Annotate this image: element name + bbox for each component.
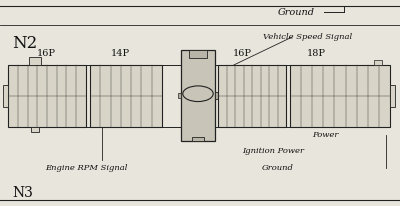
Text: N2: N2: [12, 35, 37, 52]
Text: Ignition Power: Ignition Power: [242, 147, 304, 155]
Bar: [90, 65, 162, 127]
Bar: [178, 93, 181, 98]
Bar: [192, 137, 204, 141]
Text: Engine RPM Signal: Engine RPM Signal: [45, 164, 127, 172]
Bar: [31, 127, 39, 132]
Text: N3: N3: [12, 186, 33, 200]
Bar: [215, 92, 221, 99]
Bar: [218, 65, 286, 127]
Bar: [3, 85, 8, 107]
Text: 16P: 16P: [232, 49, 252, 58]
Bar: [29, 57, 41, 65]
Bar: [290, 65, 390, 127]
Text: Ground: Ground: [262, 164, 294, 172]
Text: 14P: 14P: [110, 49, 130, 58]
Text: Ground: Ground: [278, 8, 314, 17]
Text: 18P: 18P: [306, 49, 326, 58]
Text: Power: Power: [312, 131, 338, 139]
Text: 16P: 16P: [36, 49, 56, 58]
Bar: [8, 65, 86, 127]
Text: Vehicle Speed Signal: Vehicle Speed Signal: [264, 33, 352, 41]
Bar: [374, 60, 382, 65]
Bar: [189, 50, 207, 58]
Bar: [181, 50, 215, 141]
Bar: [390, 85, 395, 107]
